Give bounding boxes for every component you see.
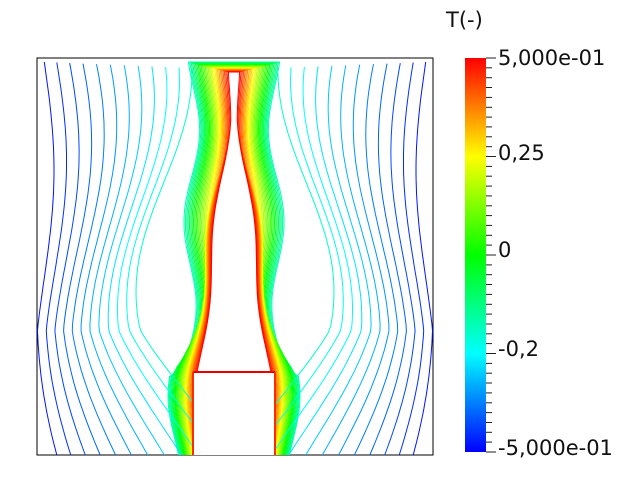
isotherm-outer: [126, 67, 217, 455]
isotherm-outer: [37, 61, 58, 455]
color-bar-zero-label: 0: [498, 238, 512, 262]
isotherm-outer: [271, 66, 353, 455]
isotherm-outer: [236, 68, 335, 455]
isotherm-outer: [321, 65, 381, 455]
color-bar-m02-label: -0,2: [498, 337, 539, 361]
isotherm-outer: [338, 64, 390, 455]
isotherm-lines: [37, 61, 433, 455]
isotherm-outer: [135, 68, 234, 455]
isotherm-outer: [71, 64, 117, 455]
isotherm-outer: [398, 62, 425, 455]
isotherm-plume: [195, 71, 273, 455]
isotherm-outer: [288, 66, 363, 455]
isotherm-outer: [63, 63, 101, 455]
isotherm-outer: [369, 63, 407, 455]
isotherm-outer: [305, 65, 372, 455]
color-bar-min-label: -5,000e-01: [498, 436, 613, 460]
isotherm-outer: [107, 66, 182, 455]
contour-plot: [36, 57, 434, 456]
color-bar-ticks: [486, 57, 496, 453]
isotherm-outer: [80, 64, 132, 455]
isotherm-outer: [253, 67, 344, 455]
color-bar: [465, 57, 496, 453]
isotherm-outer: [45, 62, 72, 455]
color-bar-gradient: [465, 58, 486, 452]
isotherm-outer: [384, 63, 416, 455]
isotherm-outer: [117, 66, 199, 455]
isotherm-outer: [412, 61, 433, 455]
color-bar-title: T(-): [446, 8, 483, 32]
isotherm-outer: [98, 65, 165, 455]
heated-block: [192, 371, 276, 455]
isotherm-outer: [89, 65, 149, 455]
color-bar-max-label: 5,000e-01: [498, 46, 606, 70]
isotherm-outer: [353, 64, 399, 455]
isotherm-outer: [54, 63, 86, 455]
color-bar-025-label: 0,25: [498, 141, 545, 165]
